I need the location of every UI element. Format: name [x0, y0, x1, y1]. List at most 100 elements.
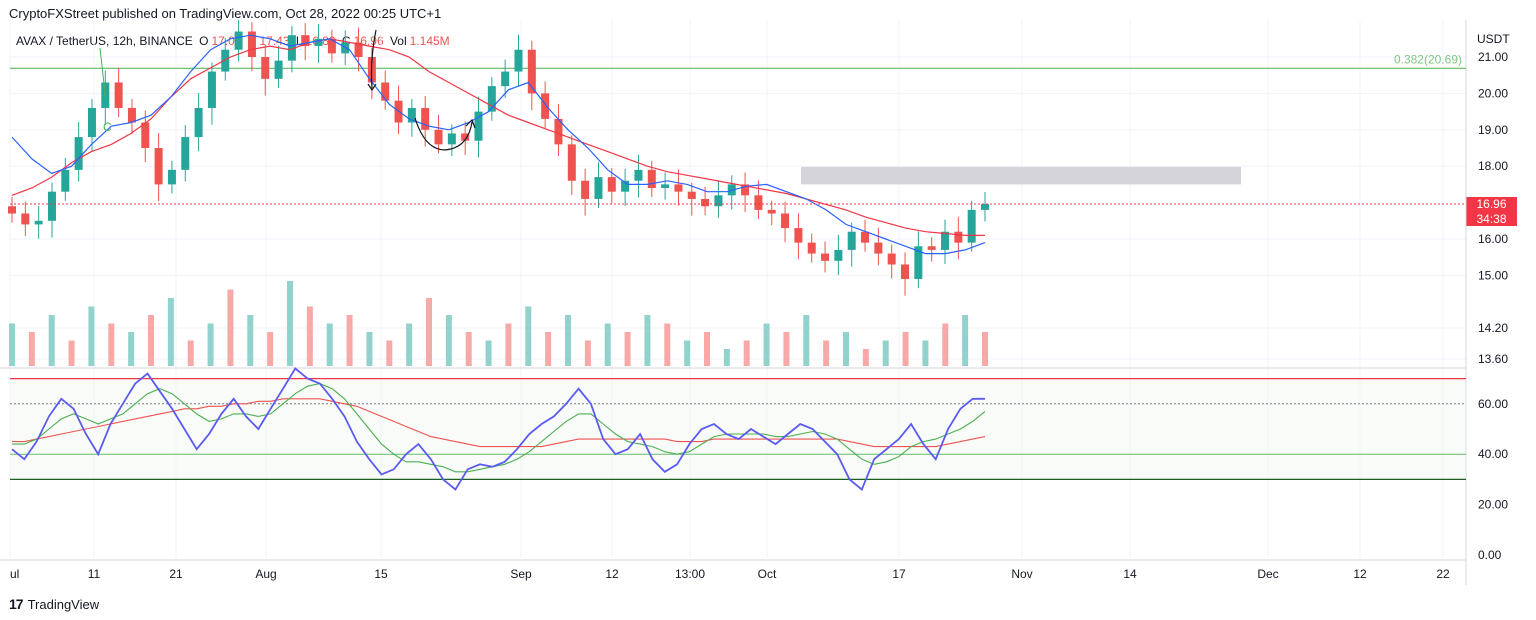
tradingview-logo-icon: 17	[9, 596, 24, 612]
price-axis-tick: 16.00	[1478, 232, 1508, 246]
hand-drawn-green-stroke	[99, 47, 107, 103]
price-axis-tick: 13.60	[1478, 352, 1508, 366]
candle	[821, 241, 830, 273]
volume-bar	[386, 340, 393, 366]
candle	[141, 110, 150, 163]
volume-bar	[723, 349, 730, 366]
volume-bar	[982, 332, 988, 366]
volume-bar	[545, 332, 552, 366]
price-axis-tick: 19.00	[1478, 123, 1508, 137]
volume-bar	[843, 332, 849, 366]
candle	[394, 85, 403, 135]
candle	[21, 201, 30, 237]
time-axis-tick: 14	[1123, 567, 1137, 581]
close-label: C	[341, 34, 351, 48]
candle	[554, 103, 563, 157]
currency-label: USDT	[1477, 32, 1510, 46]
candle	[954, 216, 963, 260]
candle	[781, 201, 790, 243]
volume-bar	[942, 323, 949, 366]
footer-brand[interactable]: 17 TradingView	[9, 596, 99, 612]
volume-bar	[644, 315, 651, 366]
volume-bar	[28, 332, 35, 366]
candle	[421, 95, 430, 147]
candle	[447, 124, 456, 157]
candle	[941, 219, 950, 265]
candle	[501, 59, 510, 98]
volume-bar	[763, 323, 770, 366]
time-axis-tick: 12	[605, 567, 619, 581]
candle	[807, 233, 816, 263]
volume-bar	[167, 298, 174, 366]
open-label: O	[199, 34, 209, 48]
candle	[967, 200, 976, 252]
candle	[847, 222, 856, 267]
volume-bar	[505, 323, 512, 366]
publisher-line: CryptoFXStreet published on TradingView.…	[9, 6, 442, 21]
candle	[887, 244, 896, 279]
candle	[661, 172, 670, 200]
candle	[981, 192, 989, 222]
price-axis-tick: 15.00	[1478, 268, 1508, 282]
volume-bar	[664, 323, 671, 366]
volume-bar	[624, 332, 631, 366]
candle	[567, 135, 576, 195]
candle	[61, 157, 70, 201]
candle	[154, 133, 163, 202]
volume-value: 1.145M	[409, 34, 450, 48]
sma-line	[11, 38, 985, 236]
candle	[101, 70, 110, 125]
grid	[0, 20, 1467, 585]
candle	[514, 34, 523, 86]
volume-bar	[267, 332, 274, 366]
candle	[194, 93, 203, 152]
rsi-line	[11, 367, 985, 491]
candle	[474, 96, 483, 158]
rsi-axis-tick: 60.00	[1478, 397, 1508, 411]
rsi-slow-line	[12, 398, 986, 448]
symbol-label[interactable]: AVAX / TetherUS, 12h, BINANCE	[16, 34, 193, 48]
price-axis: 21.00 20.00 19.00 18.00 16.00 15.00 14.20 13.60…	[1478, 50, 1508, 562]
candle	[901, 252, 910, 296]
rsi-axis-tick: 0.00	[1478, 548, 1502, 562]
volume-bar	[306, 306, 313, 366]
volume-bar	[406, 323, 413, 366]
time-axis-tick: 22	[1436, 567, 1450, 581]
volume-bar	[604, 323, 611, 366]
candles	[8, 20, 989, 296]
candle	[114, 67, 123, 118]
volume-bar	[346, 315, 353, 366]
open-value: 17.00	[211, 34, 242, 48]
volume-bar	[704, 332, 710, 366]
candle	[407, 98, 416, 137]
candle	[794, 213, 803, 260]
volume-bar	[68, 340, 75, 366]
volume-bar	[962, 315, 969, 366]
candle	[741, 172, 750, 213]
rsi-axis-tick: 40.00	[1478, 447, 1508, 461]
candle	[607, 168, 616, 204]
time-axis-tick: Dec	[1257, 567, 1278, 581]
volume-bar	[565, 315, 571, 366]
rsi-ma-line	[12, 383, 986, 473]
volume-bar	[743, 340, 750, 366]
candle	[914, 231, 923, 289]
time-axis-tick: Sep	[510, 567, 532, 581]
candle	[714, 180, 723, 218]
high-value: 17.43	[259, 34, 290, 48]
candle	[127, 98, 136, 135]
candle	[687, 182, 696, 216]
time-axis-tick: 21	[169, 567, 183, 581]
volume-bar	[465, 332, 472, 366]
candle	[8, 197, 16, 223]
volume-bar	[187, 340, 194, 366]
candle	[434, 114, 443, 154]
volume-bars	[9, 281, 988, 366]
candle	[927, 237, 936, 262]
rsi-pane	[10, 367, 1466, 491]
candle	[527, 40, 536, 111]
resistance-zone	[801, 166, 1241, 185]
time-axis-tick: 15	[374, 567, 388, 581]
volume-bar	[326, 323, 333, 366]
